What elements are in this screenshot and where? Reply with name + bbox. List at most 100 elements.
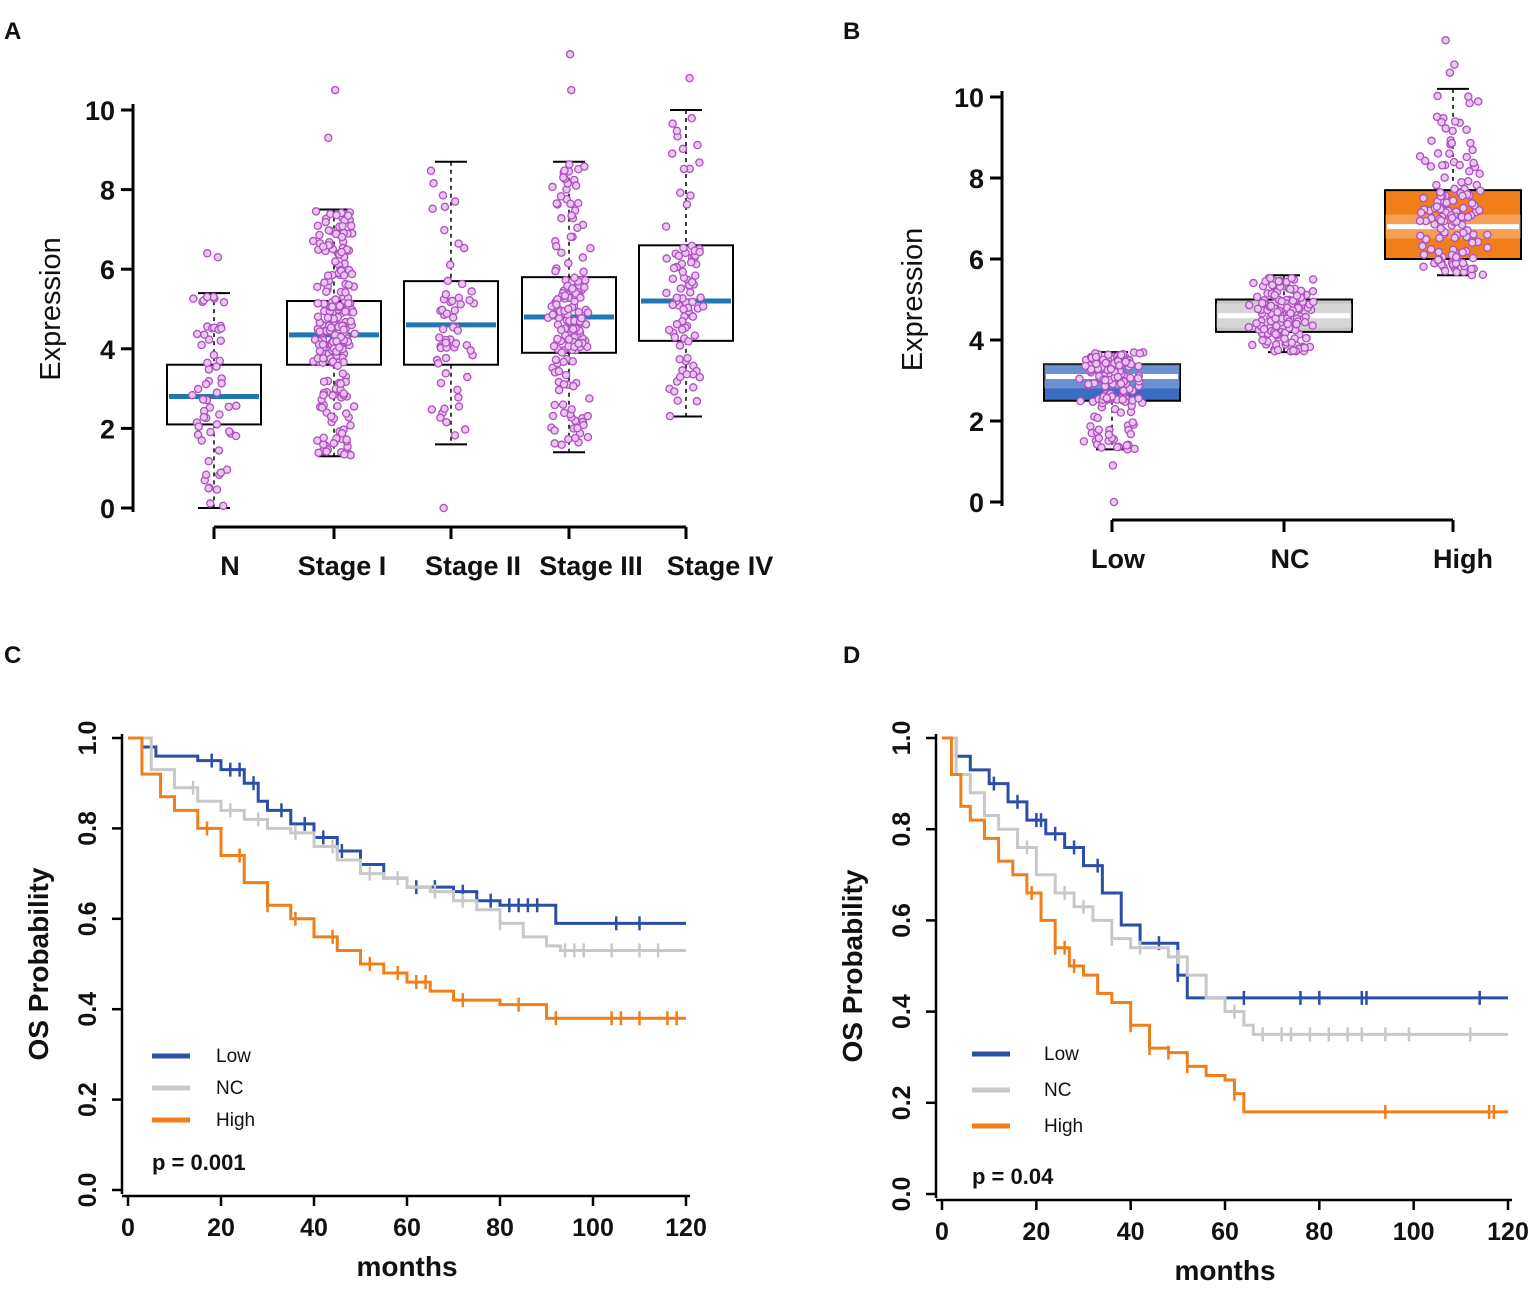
panel-label-a: A — [4, 18, 22, 45]
y-tick-label: 0.4 — [888, 994, 916, 1029]
data-point — [1419, 193, 1428, 203]
data-point — [198, 395, 208, 404]
data-point — [564, 335, 574, 344]
data-point — [335, 301, 345, 311]
data-point — [1419, 262, 1428, 272]
data-point — [1432, 180, 1441, 190]
km-curve-high — [942, 736, 1508, 1114]
data-point — [692, 396, 702, 406]
y-tick-label: 10 — [954, 83, 984, 113]
outlier-point — [567, 85, 576, 95]
data-point — [679, 243, 688, 253]
data-point — [333, 401, 342, 411]
x-tick-label: High — [1433, 544, 1493, 574]
data-point — [1426, 245, 1436, 254]
data-point — [1415, 216, 1425, 226]
data-point — [232, 401, 241, 411]
data-point — [311, 207, 321, 216]
outlier-point — [439, 503, 448, 513]
data-point — [559, 380, 569, 389]
data-point — [1292, 319, 1301, 329]
data-point — [1097, 443, 1106, 452]
data-point — [1081, 361, 1090, 371]
data-point — [194, 422, 203, 431]
data-point — [1104, 430, 1114, 439]
x-tick-label: 100 — [572, 1214, 614, 1242]
data-point — [1093, 413, 1102, 423]
data-point — [1419, 250, 1429, 259]
data-point — [688, 383, 698, 392]
data-point — [212, 485, 222, 494]
data-point — [323, 271, 333, 280]
data-point — [1463, 212, 1473, 222]
data-point — [1289, 346, 1298, 355]
data-point — [1286, 284, 1295, 294]
data-point — [688, 297, 697, 307]
x-tick-label: Stage III — [539, 551, 643, 581]
data-point — [557, 248, 566, 257]
x-tick-label: 120 — [1487, 1218, 1529, 1246]
legend-label-low: Low — [216, 1046, 251, 1067]
data-point — [568, 284, 577, 293]
data-point — [552, 199, 561, 208]
data-point — [212, 388, 222, 397]
y-tick-label: 0 — [100, 494, 115, 524]
data-point — [1464, 92, 1473, 101]
data-point — [204, 484, 213, 493]
data-point — [669, 263, 679, 273]
data-point — [1458, 258, 1468, 268]
data-point — [571, 433, 580, 443]
data-point — [1115, 361, 1124, 370]
outlier-point — [324, 133, 333, 143]
data-point — [204, 335, 214, 344]
data-point — [679, 164, 689, 174]
data-point — [1277, 297, 1286, 306]
data-point — [1433, 149, 1443, 158]
data-point — [565, 160, 574, 169]
data-point — [1448, 196, 1458, 205]
data-point — [1101, 358, 1110, 368]
data-point — [676, 284, 686, 293]
chart-d-svg: 0.0 0.2 0.4 0.6 0.8 1.0 0 20 40 60 80 100 120 months O… — [837, 721, 1529, 1286]
data-point — [567, 405, 576, 414]
data-point — [672, 126, 682, 136]
data-point — [347, 269, 357, 279]
data-point — [1292, 291, 1302, 300]
data-point — [696, 293, 705, 302]
data-point — [1469, 158, 1478, 168]
data-point — [348, 308, 358, 317]
data-point — [1287, 338, 1297, 347]
data-point — [448, 313, 458, 322]
data-point — [450, 431, 460, 440]
data-point — [560, 166, 569, 175]
data-point — [1104, 350, 1113, 360]
data-point — [346, 421, 355, 430]
data-point — [467, 287, 476, 296]
data-point — [313, 221, 323, 231]
data-point — [341, 307, 350, 316]
data-point — [675, 354, 684, 364]
data-point — [1308, 287, 1318, 296]
data-point — [1436, 188, 1445, 197]
data-point — [319, 433, 328, 442]
data-point — [450, 306, 460, 315]
data-point — [573, 223, 582, 233]
data-point — [203, 358, 212, 368]
data-point — [1467, 264, 1476, 274]
data-point — [308, 236, 318, 246]
data-point — [441, 290, 451, 299]
data-point — [1466, 138, 1475, 148]
panel-label-b: B — [843, 18, 861, 45]
data-point — [1468, 145, 1477, 155]
data-point — [1300, 317, 1310, 327]
data-point — [1459, 203, 1468, 213]
x-tick-label: Low — [1091, 544, 1146, 574]
data-point — [456, 300, 465, 309]
data-point — [586, 243, 595, 253]
data-point — [569, 381, 578, 391]
data-point — [1459, 228, 1468, 238]
data-point — [557, 348, 567, 357]
data-point — [1266, 273, 1275, 283]
y-tick-label: 0 — [969, 488, 984, 518]
data-point — [1116, 408, 1126, 417]
